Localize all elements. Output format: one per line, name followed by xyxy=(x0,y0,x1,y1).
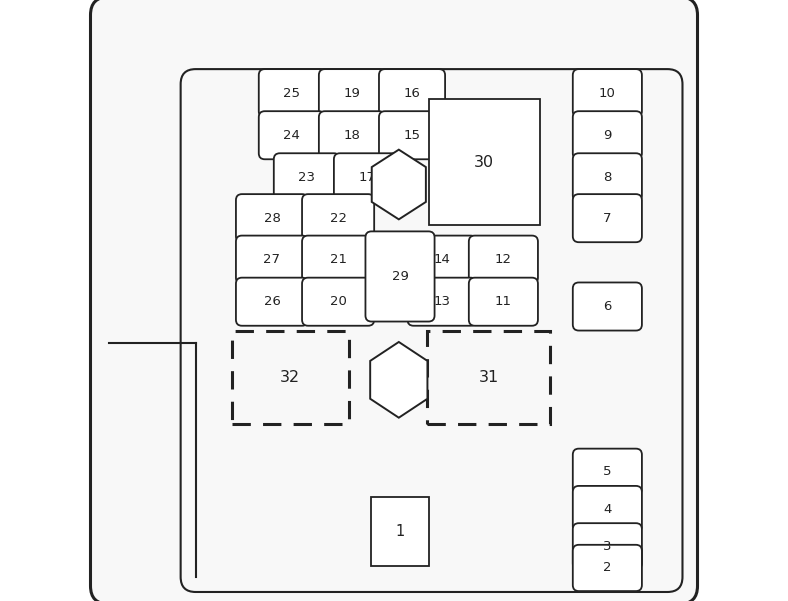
FancyBboxPatch shape xyxy=(573,111,642,159)
FancyBboxPatch shape xyxy=(302,278,374,326)
Text: 7: 7 xyxy=(603,212,611,225)
Text: 1: 1 xyxy=(396,525,404,539)
FancyBboxPatch shape xyxy=(302,194,374,242)
FancyBboxPatch shape xyxy=(319,69,385,117)
Text: 32: 32 xyxy=(281,370,300,385)
FancyBboxPatch shape xyxy=(91,0,697,601)
Text: 17: 17 xyxy=(359,171,375,184)
FancyBboxPatch shape xyxy=(236,278,308,326)
FancyBboxPatch shape xyxy=(236,194,308,242)
Text: 2: 2 xyxy=(603,561,611,575)
Text: 20: 20 xyxy=(329,295,347,308)
Text: 23: 23 xyxy=(299,171,315,184)
Bar xyxy=(427,331,550,424)
FancyBboxPatch shape xyxy=(236,236,308,284)
Text: 21: 21 xyxy=(329,253,347,266)
Text: 26: 26 xyxy=(263,295,281,308)
Text: 12: 12 xyxy=(495,253,512,266)
FancyBboxPatch shape xyxy=(469,236,538,284)
Text: 24: 24 xyxy=(284,129,300,142)
FancyBboxPatch shape xyxy=(573,282,642,331)
Text: 15: 15 xyxy=(403,129,421,142)
Bar xyxy=(232,331,349,424)
Bar xyxy=(371,498,429,566)
Text: 29: 29 xyxy=(392,270,408,283)
Bar xyxy=(429,99,540,225)
Polygon shape xyxy=(372,150,426,219)
FancyBboxPatch shape xyxy=(573,523,642,570)
Text: 31: 31 xyxy=(478,370,499,385)
Text: 19: 19 xyxy=(344,87,360,100)
Text: 9: 9 xyxy=(603,129,611,142)
Text: 27: 27 xyxy=(263,253,281,266)
Text: 18: 18 xyxy=(344,129,360,142)
Polygon shape xyxy=(370,342,427,418)
FancyBboxPatch shape xyxy=(573,448,642,495)
FancyBboxPatch shape xyxy=(573,153,642,201)
FancyBboxPatch shape xyxy=(258,111,325,159)
Text: 22: 22 xyxy=(329,212,347,225)
FancyBboxPatch shape xyxy=(302,236,374,284)
FancyBboxPatch shape xyxy=(379,69,445,117)
Text: 14: 14 xyxy=(433,253,451,266)
FancyBboxPatch shape xyxy=(573,486,642,532)
FancyBboxPatch shape xyxy=(258,69,325,117)
FancyBboxPatch shape xyxy=(366,231,434,322)
Text: 3: 3 xyxy=(603,540,611,553)
FancyBboxPatch shape xyxy=(334,153,400,201)
Text: 13: 13 xyxy=(433,295,451,308)
FancyBboxPatch shape xyxy=(407,278,477,326)
Text: 16: 16 xyxy=(403,87,421,100)
Text: 25: 25 xyxy=(284,87,300,100)
FancyBboxPatch shape xyxy=(319,111,385,159)
Text: 4: 4 xyxy=(603,502,611,516)
FancyBboxPatch shape xyxy=(573,69,642,117)
FancyBboxPatch shape xyxy=(379,111,445,159)
Text: 11: 11 xyxy=(495,295,512,308)
Text: 5: 5 xyxy=(603,465,611,478)
Text: 28: 28 xyxy=(263,212,281,225)
FancyBboxPatch shape xyxy=(273,153,340,201)
FancyBboxPatch shape xyxy=(180,69,682,592)
Text: 10: 10 xyxy=(599,87,615,100)
Text: 6: 6 xyxy=(603,300,611,313)
Text: 8: 8 xyxy=(603,171,611,184)
FancyBboxPatch shape xyxy=(573,194,642,242)
FancyBboxPatch shape xyxy=(573,545,642,591)
FancyBboxPatch shape xyxy=(407,236,477,284)
FancyBboxPatch shape xyxy=(469,278,538,326)
Text: 30: 30 xyxy=(474,155,494,169)
